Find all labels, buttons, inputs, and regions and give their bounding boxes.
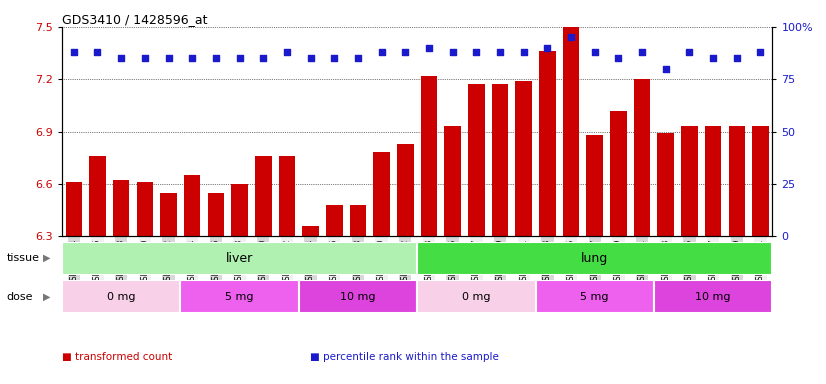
Point (683, 49, 696, 55)
Bar (468, 84, 485, 236)
Bar (160, 192, 177, 236)
Bar (563, 27, 579, 236)
Point (91, 49, 104, 55)
Bar (535, 280, 654, 313)
Point (209, 55, 222, 61)
Bar (417, 242, 772, 275)
Bar (255, 156, 272, 236)
Point (67, 49, 80, 55)
Bar (681, 126, 698, 236)
Point (706, 55, 719, 61)
Text: ■ percentile rank within the sample: ■ percentile rank within the sample (310, 352, 499, 362)
Bar (349, 205, 366, 236)
Point (138, 55, 151, 61)
Point (588, 49, 601, 55)
Text: 0 mg: 0 mg (107, 291, 135, 302)
Bar (539, 51, 556, 236)
Text: tissue: tissue (7, 253, 40, 263)
Text: GDS3410 / 1428596_at: GDS3410 / 1428596_at (62, 13, 207, 26)
Bar (231, 184, 248, 236)
Point (754, 49, 767, 55)
Point (162, 55, 175, 61)
Bar (729, 126, 745, 236)
Point (659, 66, 672, 72)
Point (280, 49, 293, 55)
Bar (634, 79, 650, 236)
Bar (373, 152, 390, 236)
Bar (326, 205, 343, 236)
Bar (417, 280, 535, 313)
Text: ▶: ▶ (43, 291, 51, 302)
Point (328, 55, 341, 61)
Bar (207, 192, 224, 236)
Bar (705, 126, 721, 236)
Bar (657, 133, 674, 236)
Point (375, 49, 388, 55)
Bar (180, 280, 299, 313)
Bar (65, 182, 82, 236)
Bar (397, 144, 414, 236)
Bar (654, 280, 772, 313)
Text: 5 mg: 5 mg (581, 291, 609, 302)
Point (493, 49, 506, 55)
Text: lung: lung (582, 252, 608, 265)
Bar (444, 126, 461, 236)
Bar (113, 180, 130, 236)
Point (257, 55, 270, 61)
Point (186, 55, 199, 61)
Point (470, 49, 483, 55)
Point (304, 55, 317, 61)
Bar (491, 84, 508, 236)
Text: 10 mg: 10 mg (340, 291, 376, 302)
Bar (184, 175, 201, 236)
Bar (515, 81, 532, 236)
Point (730, 55, 743, 61)
Text: 5 mg: 5 mg (225, 291, 254, 302)
Bar (62, 242, 417, 275)
Point (517, 49, 530, 55)
Text: ▶: ▶ (43, 253, 51, 263)
Bar (62, 280, 180, 313)
Text: 10 mg: 10 mg (695, 291, 731, 302)
Point (422, 45, 435, 51)
Bar (610, 111, 627, 236)
Text: liver: liver (226, 252, 253, 265)
Bar (299, 280, 417, 313)
Bar (752, 126, 769, 236)
Point (564, 34, 577, 40)
Point (446, 49, 459, 55)
Text: 0 mg: 0 mg (462, 291, 491, 302)
Bar (302, 226, 319, 236)
Point (351, 55, 364, 61)
Point (233, 55, 246, 61)
Point (635, 49, 648, 55)
Bar (278, 156, 295, 236)
Bar (420, 76, 437, 236)
Point (399, 49, 412, 55)
Point (115, 55, 128, 61)
Bar (136, 182, 153, 236)
Text: dose: dose (7, 291, 33, 302)
Point (612, 55, 625, 61)
Point (541, 45, 554, 51)
Bar (89, 156, 106, 236)
Text: ■ transformed count: ■ transformed count (62, 352, 172, 362)
Bar (586, 135, 603, 236)
